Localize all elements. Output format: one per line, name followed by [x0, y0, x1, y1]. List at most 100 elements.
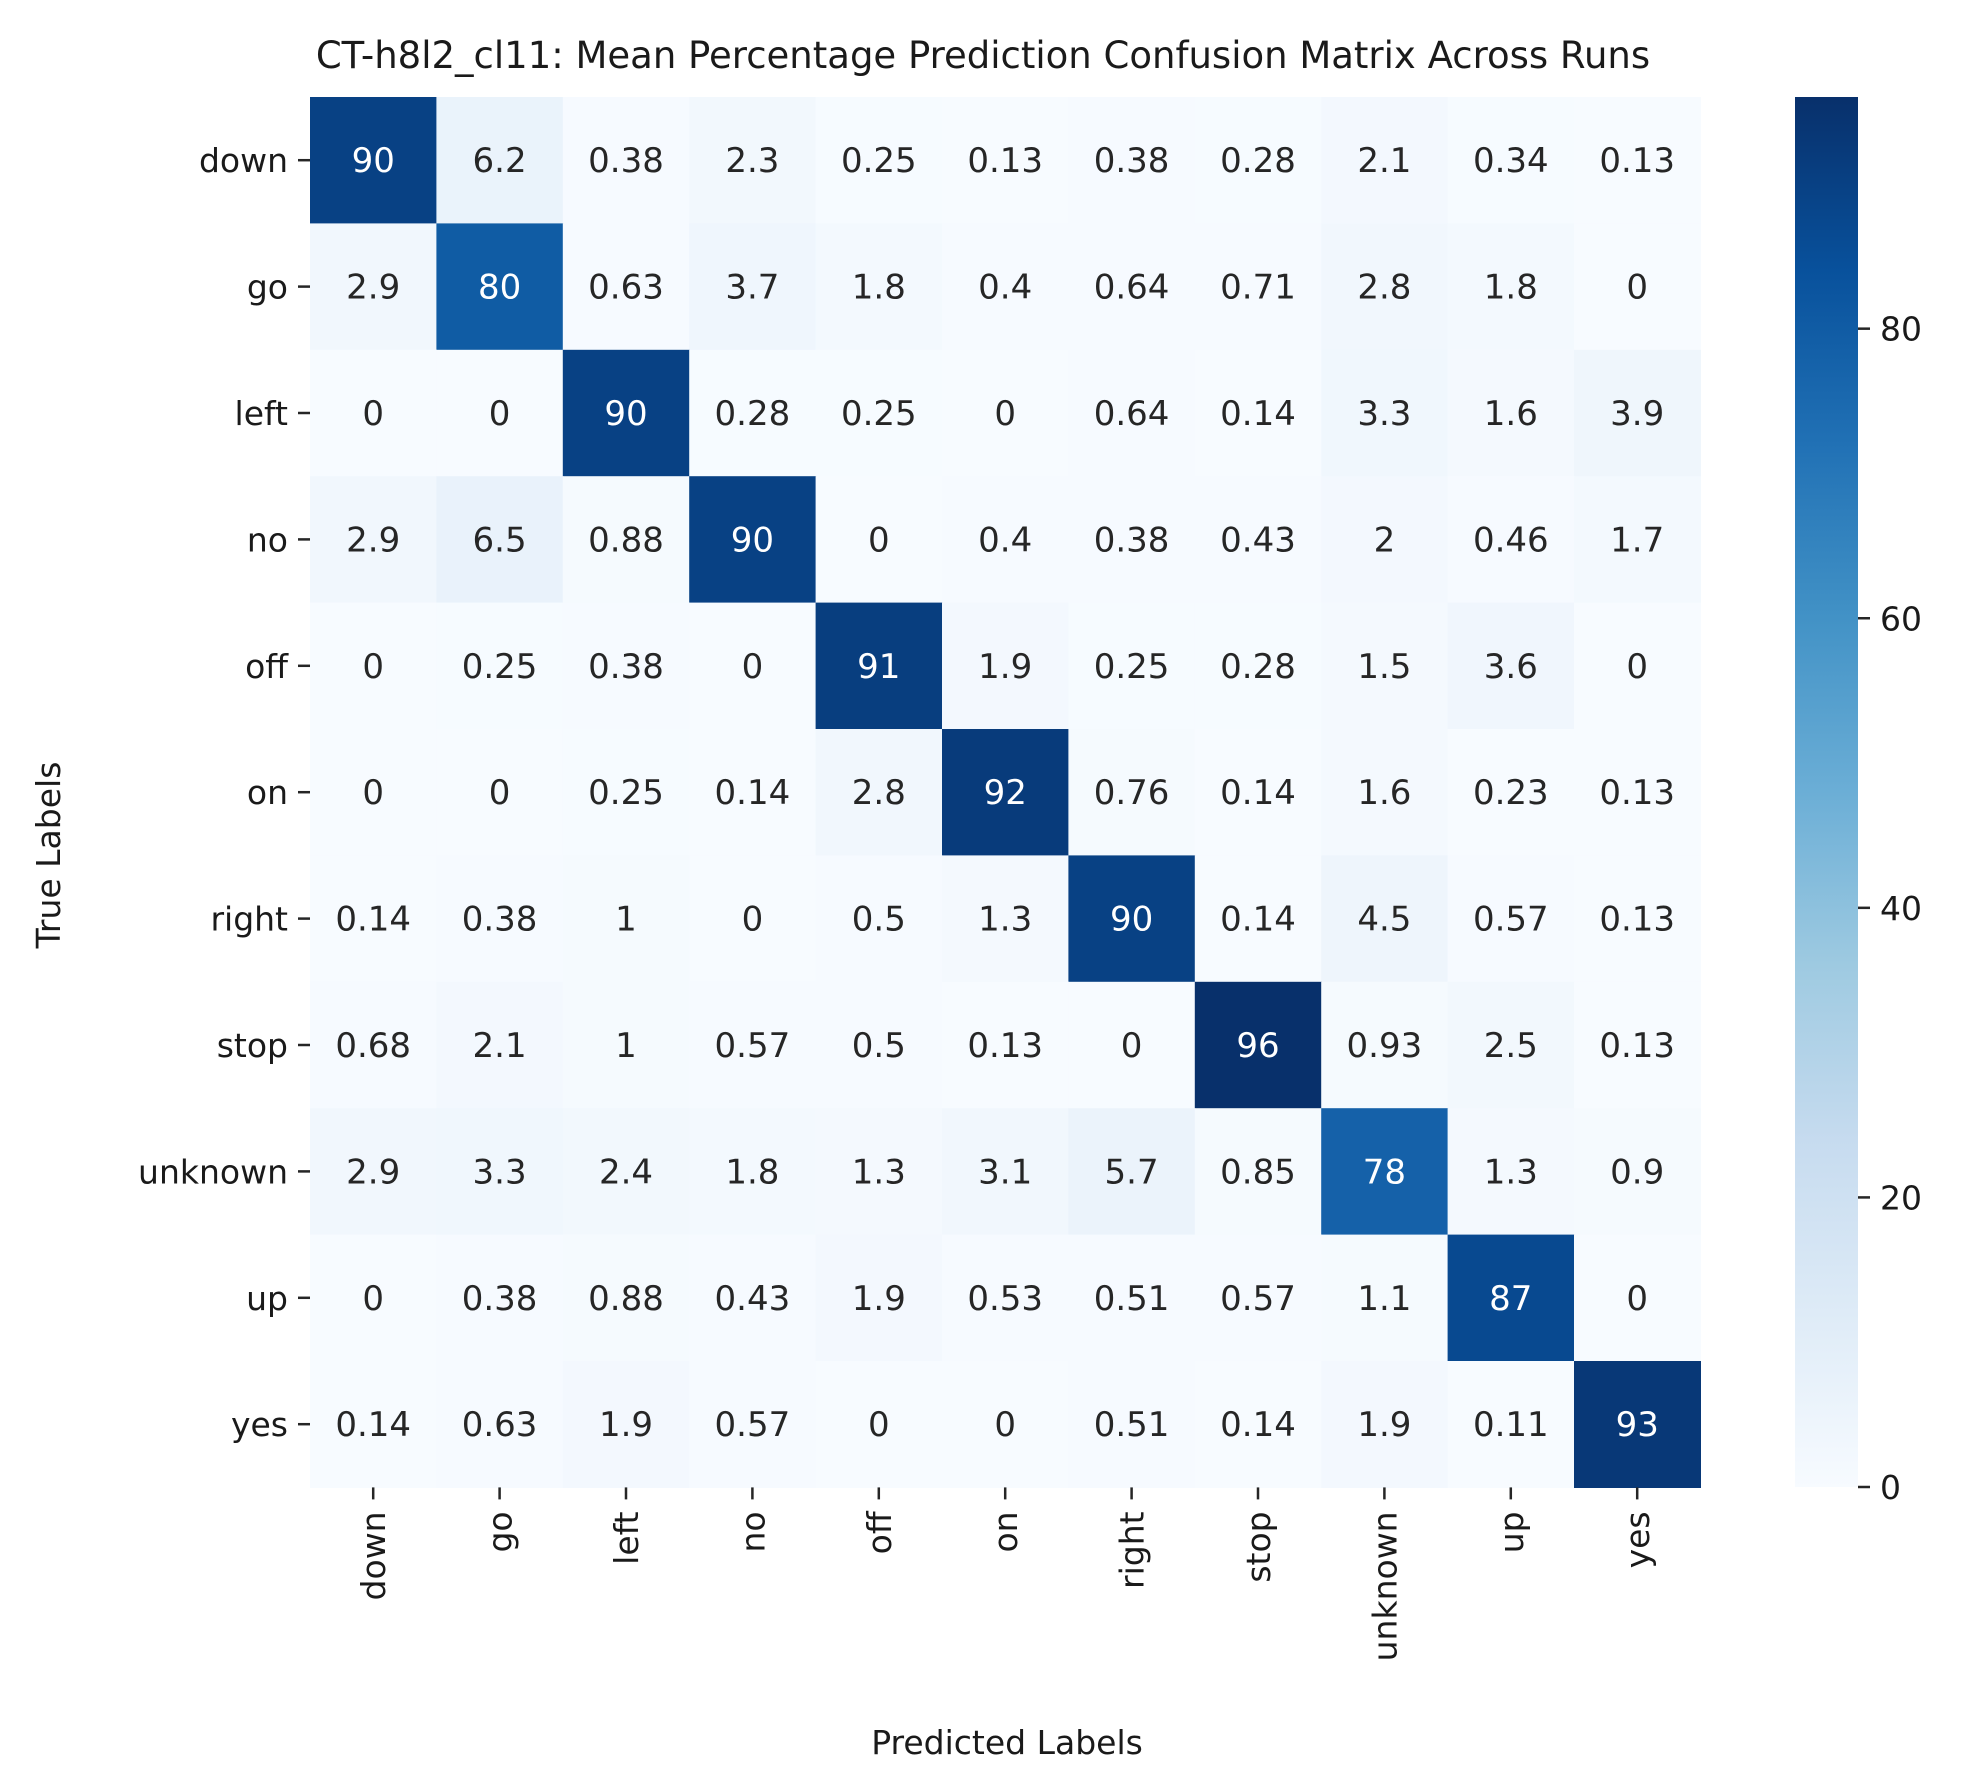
cell-value-label: 91 — [857, 647, 900, 687]
heatmap-cell — [310, 981, 437, 1109]
cell-value-label: 0.14 — [1220, 900, 1296, 940]
cell-value-label: 0.25 — [588, 773, 664, 813]
heatmap-cell — [1447, 602, 1575, 730]
heatmap-cell — [310, 1234, 437, 1362]
cell-value-label: 3.9 — [1610, 394, 1664, 434]
heatmap-cell — [310, 97, 437, 224]
cell-value-label: 0.13 — [967, 1026, 1043, 1066]
heatmap-cell — [1068, 223, 1196, 351]
cell-value-label: 3.3 — [1357, 394, 1411, 434]
heatmap-cell — [689, 1361, 817, 1488]
heatmap-cell — [1447, 97, 1575, 224]
cell-value-label: 0.51 — [1094, 1279, 1170, 1319]
x-tick-label: no — [733, 1511, 772, 1552]
cell-value-label: 0.25 — [462, 647, 538, 687]
cell-value-label: 0 — [489, 773, 511, 813]
heatmap-cell — [310, 855, 437, 983]
heatmap-cell — [1321, 97, 1449, 224]
heatmap-cell — [1321, 223, 1449, 351]
heatmap-cell — [815, 855, 943, 983]
heatmap-cell — [1447, 1361, 1575, 1488]
heatmap-cell — [942, 223, 1069, 351]
cell-value-label: 0 — [362, 773, 384, 813]
heatmap-cell — [1194, 602, 1322, 730]
heatmap-cell — [942, 349, 1069, 477]
heatmap-cell — [1194, 1361, 1322, 1488]
cell-value-label: 0.43 — [1220, 520, 1296, 560]
heatmap-cell — [689, 602, 817, 730]
colorbar-tick-label: 0 — [1880, 1468, 1901, 1507]
heatmap-cell — [1194, 855, 1322, 983]
heatmap-cell — [815, 981, 943, 1109]
cell-value-label: 0.9 — [1610, 1152, 1664, 1192]
cell-value-label: 0.71 — [1220, 268, 1296, 308]
cell-value-label: 0 — [362, 1279, 384, 1319]
cell-value-label: 1.1 — [1357, 1279, 1411, 1319]
heatmap-cell — [436, 981, 564, 1109]
heatmap-cell — [562, 97, 690, 224]
cell-value-label: 0.34 — [1473, 141, 1549, 181]
heatmap-cell — [1194, 1234, 1322, 1362]
y-axis-label: True Labels — [29, 762, 68, 950]
heatmap-cell — [689, 1234, 817, 1362]
heatmap-cell — [815, 1234, 943, 1362]
heatmap-cell — [689, 855, 817, 983]
cell-value-label: 2.5 — [1484, 1026, 1538, 1066]
heatmap-cell — [436, 602, 564, 730]
heatmap-cell — [1321, 1361, 1449, 1488]
cell-value-label: 0.38 — [588, 141, 664, 181]
cell-value-label: 0 — [362, 647, 384, 687]
cell-value-label: 2.9 — [346, 268, 400, 308]
heatmap-cell — [942, 1361, 1069, 1488]
cell-value-label: 1.3 — [1484, 1152, 1538, 1192]
heatmap-cell — [815, 602, 943, 730]
cell-value-label: 2.9 — [346, 1152, 400, 1192]
cell-value-label: 0 — [1626, 268, 1648, 308]
heatmap-cell — [1321, 981, 1449, 1109]
y-tick-label: no — [247, 520, 288, 559]
heatmap-cell — [815, 1361, 943, 1488]
cell-value-label: 0.5 — [852, 1026, 906, 1066]
cell-value-label: 4.5 — [1357, 900, 1411, 940]
cell-value-label: 1.9 — [1357, 1405, 1411, 1445]
heatmap-cell — [1068, 981, 1196, 1109]
cell-value-label: 0.64 — [1094, 268, 1170, 308]
colorbar-tick-label: 80 — [1880, 310, 1922, 349]
cell-value-label: 2.9 — [346, 520, 400, 560]
cell-value-label: 0.13 — [1599, 773, 1675, 813]
cell-value-label: 0.64 — [1094, 394, 1170, 434]
heatmap-cell — [436, 855, 564, 983]
cell-value-label: 0.57 — [1473, 900, 1549, 940]
heatmap-cell — [942, 1108, 1069, 1236]
heatmap-cell — [1321, 476, 1449, 604]
cell-value-label: 0.88 — [588, 520, 664, 560]
heatmap-cell — [1068, 855, 1196, 983]
cell-value-label: 1.7 — [1610, 520, 1664, 560]
cell-value-label: 0.13 — [1599, 141, 1675, 181]
heatmap-cell — [436, 1234, 564, 1362]
heatmap-cell — [1574, 602, 1701, 730]
heatmap-cell — [1574, 729, 1701, 856]
heatmap-cell — [562, 602, 690, 730]
heatmap-cell — [562, 1234, 690, 1362]
heatmap-cell — [1447, 729, 1575, 856]
heatmap-cell — [1194, 349, 1322, 477]
colorbar — [1795, 97, 1858, 1487]
heatmap-cell — [562, 855, 690, 983]
heatmap-cell — [1574, 1108, 1701, 1236]
cell-value-label: 80 — [478, 268, 521, 308]
cell-value-label: 1.3 — [852, 1152, 906, 1192]
chart-title: CT-h8l2_cl11: Mean Percentage Prediction… — [316, 34, 1650, 77]
cell-value-label: 0.57 — [715, 1405, 791, 1445]
cell-value-label: 1.8 — [852, 268, 906, 308]
heatmap-cell — [1321, 349, 1449, 477]
heatmap-cell — [436, 1361, 564, 1488]
cell-value-label: 0.63 — [588, 268, 664, 308]
cell-value-label: 0 — [742, 900, 764, 940]
heatmap-cell — [1068, 349, 1196, 477]
cell-value-label: 0.43 — [715, 1279, 791, 1319]
heatmap-cell — [1574, 855, 1701, 983]
cell-value-label: 1.5 — [1357, 647, 1411, 687]
heatmap-cell — [1447, 1108, 1575, 1236]
heatmap-cell — [1194, 729, 1322, 856]
